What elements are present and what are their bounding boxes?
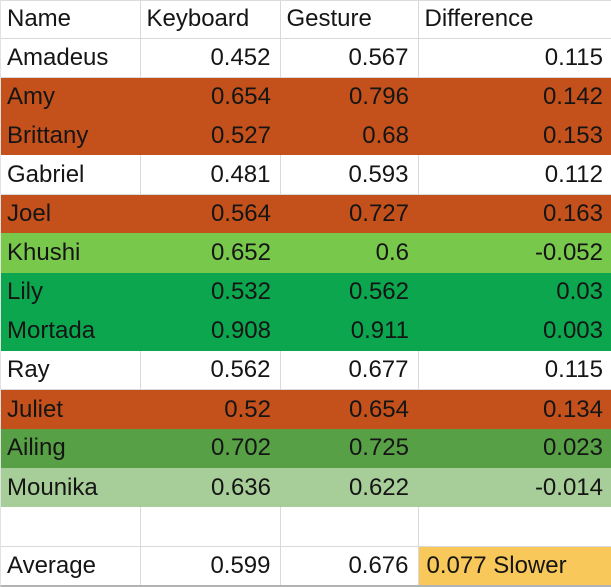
column-header-difference[interactable]: Difference	[418, 1, 611, 39]
cell-gesture[interactable]: 0.654	[348, 395, 409, 423]
cell-difference[interactable]: 0.134	[542, 395, 603, 423]
cell-difference[interactable]: 0.142	[542, 82, 603, 110]
cell-difference[interactable]: 0.003	[542, 317, 603, 345]
table-row: Lily 0.532 0.562 0.03	[1, 272, 611, 312]
cell-name[interactable]: Joel	[7, 200, 52, 228]
cell-keyboard[interactable]: 0.599	[140, 546, 281, 585]
table-row: Khushi 0.652 0.6 -0.052	[1, 233, 611, 273]
cell-name[interactable]: Brittany	[7, 121, 89, 149]
cell-keyboard[interactable]: 0.452	[140, 38, 281, 78]
cell-difference[interactable]: 0.023	[542, 434, 603, 462]
cell-name[interactable]: Lily	[7, 278, 44, 306]
cell-name[interactable]: Gabriel	[1, 155, 141, 195]
cell-gesture[interactable]: 0.622	[348, 473, 409, 501]
cell-keyboard[interactable]: 0.532	[210, 278, 271, 306]
cell-gesture[interactable]: 0.567	[280, 38, 419, 78]
table-row: Average 0.599 0.676 0.077 Slower	[1, 546, 611, 585]
cell-gesture[interactable]	[280, 507, 419, 547]
cell-gesture[interactable]: 0.725	[348, 434, 409, 462]
cell-gesture[interactable]: 0.593	[280, 155, 419, 195]
cell-difference[interactable]: 0.163	[542, 200, 603, 228]
table-row: Gabriel 0.481 0.593 0.112	[1, 155, 611, 195]
cell-keyboard[interactable]	[140, 507, 281, 547]
cell-keyboard[interactable]: 0.652	[210, 239, 271, 267]
cell-keyboard[interactable]: 0.52	[224, 395, 271, 423]
table-row	[1, 507, 611, 547]
table-row: Mounika 0.636 0.622 -0.014	[1, 468, 611, 508]
table-row: Juliet 0.52 0.654 0.134	[1, 389, 611, 429]
cell-gesture[interactable]: 0.676	[280, 546, 419, 585]
cell-difference[interactable]	[418, 507, 611, 547]
cell-gesture[interactable]: 0.562	[348, 278, 409, 306]
cell-difference[interactable]: 0.115	[418, 38, 611, 78]
cell-name[interactable]: Amy	[7, 82, 55, 110]
cell-difference[interactable]: 0.112	[418, 155, 611, 195]
cell-name[interactable]	[1, 507, 141, 547]
cell-keyboard[interactable]: 0.702	[210, 434, 271, 462]
cell-name[interactable]: Amadeus	[1, 38, 141, 78]
cell-name[interactable]: Ray	[1, 350, 141, 391]
cell-difference[interactable]: 0.077 Slower	[418, 546, 611, 585]
cell-name[interactable]: Average	[1, 546, 141, 585]
cell-difference[interactable]: 0.115	[418, 350, 611, 391]
cell-difference[interactable]: 0.03	[556, 278, 603, 306]
cell-keyboard[interactable]: 0.564	[210, 200, 271, 228]
cell-name[interactable]: Mortada	[7, 317, 96, 345]
cell-difference[interactable]: 0.153	[542, 121, 603, 149]
cell-keyboard[interactable]: 0.527	[210, 121, 271, 149]
table-row: Mortada 0.908 0.911 0.003	[1, 311, 611, 351]
cell-gesture[interactable]: 0.68	[362, 121, 409, 149]
column-header-gesture[interactable]: Gesture	[280, 1, 419, 39]
cell-keyboard[interactable]: 0.562	[140, 350, 281, 391]
cell-difference[interactable]: -0.052	[534, 239, 603, 267]
cell-keyboard[interactable]: 0.908	[210, 317, 271, 345]
table-row: Amadeus 0.452 0.567 0.115	[1, 38, 611, 78]
cell-name[interactable]: Khushi	[7, 239, 81, 267]
column-header-keyboard[interactable]: Keyboard	[140, 1, 281, 39]
cell-name[interactable]: Mounika	[7, 473, 98, 501]
cell-keyboard[interactable]: 0.636	[210, 473, 271, 501]
table-row: Amy 0.654 0.796 0.142	[1, 77, 611, 117]
cell-gesture[interactable]: 0.727	[348, 200, 409, 228]
cell-keyboard[interactable]: 0.654	[210, 82, 271, 110]
cell-gesture[interactable]: 0.796	[348, 82, 409, 110]
table-row: Ailing 0.702 0.725 0.023	[1, 428, 611, 469]
table-row: Brittany 0.527 0.68 0.153	[1, 116, 611, 156]
cell-keyboard[interactable]: 0.481	[140, 155, 281, 195]
cell-name[interactable]: Juliet	[7, 395, 64, 423]
header-row: Name Keyboard Gesture Difference	[1, 1, 611, 39]
column-header-name[interactable]: Name	[1, 1, 141, 39]
cell-difference[interactable]: -0.014	[534, 473, 603, 501]
cell-gesture[interactable]: 0.677	[280, 350, 419, 391]
table-row: Ray 0.562 0.677 0.115	[1, 350, 611, 391]
cell-gesture[interactable]: 0.911	[350, 317, 409, 345]
cell-gesture[interactable]: 0.6	[375, 239, 409, 267]
table-row: Joel 0.564 0.727 0.163	[1, 194, 611, 234]
cell-name[interactable]: Ailing	[7, 434, 66, 462]
